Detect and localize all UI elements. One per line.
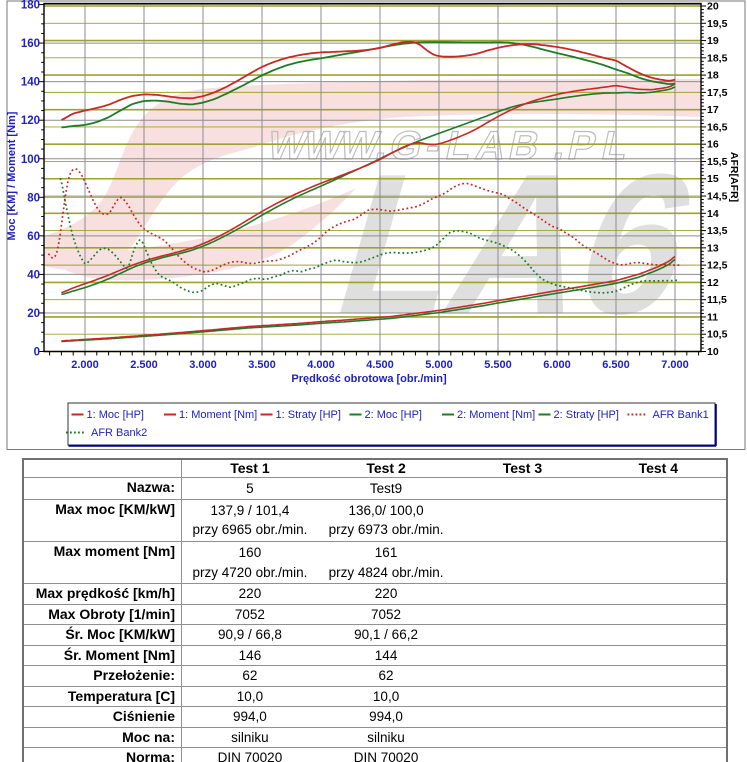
svg-text:10,5: 10,5 [707,329,728,341]
svg-text:0: 0 [34,347,40,359]
svg-text:20: 20 [27,308,40,320]
svg-text:AFR Bank2: AFR Bank2 [91,427,147,439]
svg-text:2.500: 2.500 [130,359,158,371]
svg-text:12: 12 [707,277,719,289]
svg-text:7.000: 7.000 [661,359,689,371]
svg-text:19: 19 [707,35,719,47]
svg-text:6.500: 6.500 [602,359,630,371]
svg-text:AFR[AFR]: AFR[AFR] [728,152,740,202]
svg-text:6.000: 6.000 [543,359,571,371]
svg-text:11: 11 [707,311,718,323]
svg-text:12,5: 12,5 [707,260,728,272]
svg-text:1: Moc [HP]: 1: Moc [HP] [87,409,144,421]
svg-text:14,5: 14,5 [707,191,728,203]
svg-text:4.500: 4.500 [366,359,394,371]
svg-text:3.000: 3.000 [189,359,217,371]
svg-text:Prędkość obrotowa [obr./min]: Prędkość obrotowa [obr./min] [291,373,447,385]
svg-text:14: 14 [707,208,719,220]
svg-text:19,5: 19,5 [707,18,728,30]
svg-text:160: 160 [21,38,40,50]
svg-text:4.000: 4.000 [307,359,335,371]
svg-text:15,5: 15,5 [707,156,728,168]
svg-text:120: 120 [21,115,40,127]
svg-text:3.500: 3.500 [248,359,276,371]
svg-text:15: 15 [707,173,719,185]
svg-text:10: 10 [707,346,719,358]
svg-text:140: 140 [21,77,40,89]
svg-text:100: 100 [21,154,40,166]
svg-text:20: 20 [707,1,719,13]
svg-text:13: 13 [707,242,719,254]
svg-text:18,5: 18,5 [707,52,728,64]
svg-text:180: 180 [21,0,40,12]
svg-text:17,5: 17,5 [707,87,728,99]
svg-text:5.500: 5.500 [484,359,512,371]
svg-text:5.000: 5.000 [425,359,453,371]
svg-text:17: 17 [707,104,719,116]
svg-text:Moc [KM] / Moment [Nm]: Moc [KM] / Moment [Nm] [6,111,18,240]
svg-text:60: 60 [27,231,40,243]
svg-text:1: Straty [HP]: 1: Straty [HP] [276,409,341,421]
svg-text:40: 40 [27,269,40,281]
svg-text:16,5: 16,5 [707,121,728,133]
svg-text:2: Straty [HP]: 2: Straty [HP] [554,409,619,421]
svg-text:13,5: 13,5 [707,225,728,237]
svg-text:16: 16 [707,139,719,151]
svg-text:2.000: 2.000 [71,359,99,371]
svg-text:2: Moc [HP]: 2: Moc [HP] [365,409,422,421]
svg-text:2: Moment [Nm]: 2: Moment [Nm] [457,409,535,421]
svg-text:18: 18 [707,70,719,82]
svg-text:1: Moment [Nm]: 1: Moment [Nm] [179,409,257,421]
svg-text:80: 80 [27,192,40,204]
svg-text:11,5: 11,5 [707,294,727,306]
svg-text:AFR Bank1: AFR Bank1 [653,409,709,421]
